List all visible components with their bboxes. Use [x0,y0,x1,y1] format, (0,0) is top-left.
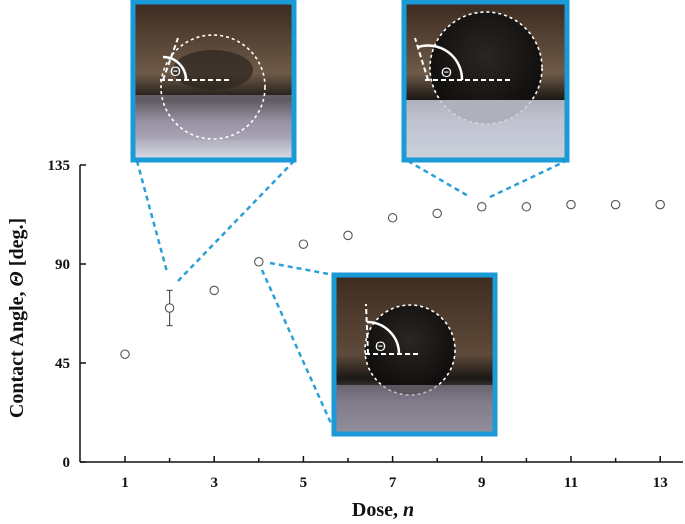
y-tick-label: 90 [55,257,70,273]
data-point [521,202,532,212]
point-marker [298,239,309,249]
connector-dose9-right [489,159,567,199]
y-tick-label: 0 [63,455,71,471]
x-axis-label: Dose, n [352,499,414,521]
point-marker [432,208,442,219]
data-point [298,239,309,249]
x-tick-label: 7 [389,475,397,491]
droplet-outline [160,34,266,140]
angle-symbol: Θ [170,63,181,79]
data-point [387,213,398,223]
droplet-outline [364,304,456,396]
x-tick-label: 3 [210,475,218,491]
connector-dose9-left [407,159,471,199]
x-tick-label: 13 [653,475,668,491]
point-marker [164,303,175,313]
point-marker [254,257,264,267]
droplet-outline [429,11,543,125]
y-ticks: 0 45 90 135 [48,158,86,471]
connector-dose4-top [269,261,335,277]
connector-dose2-right [177,160,295,282]
point-marker [120,349,130,359]
data-point [164,289,175,327]
y-tick-label: 135 [48,158,71,174]
point-marker [343,230,353,241]
y-axis-label: Contact Angle, Θ [deg.] [6,218,28,418]
point-marker [655,199,665,210]
connector-dose2-left [135,160,169,273]
data-points [120,199,665,359]
x-tick-label: 11 [564,475,578,491]
x-tick-label: 1 [121,475,129,491]
inset-photo-dose-4: Θ [331,272,498,437]
x-ticks: 1 3 5 7 9 11 13 [121,456,668,491]
x-tick-label: 9 [478,475,486,491]
inset-photo-dose-9: Θ [401,0,570,163]
point-marker [566,199,576,210]
data-point [566,199,576,210]
inset-photo-dose-2: Θ [130,0,297,163]
data-point [432,208,442,219]
point-marker [387,213,398,223]
connector-dose4-bottom [260,269,336,431]
inset-connectors [135,159,567,431]
data-point [120,349,130,359]
y-tick-label: 45 [55,356,70,372]
point-marker [209,285,219,296]
data-point [655,199,665,210]
data-point [254,257,264,267]
point-marker [477,202,487,212]
angle-symbol: Θ [375,338,386,354]
point-marker [521,202,532,212]
point-marker [610,199,621,210]
data-point [610,199,621,210]
angle-symbol: Θ [441,64,452,80]
x-tick-label: 5 [300,475,308,491]
data-point [477,202,487,212]
data-point [343,230,353,241]
data-point [209,285,219,296]
